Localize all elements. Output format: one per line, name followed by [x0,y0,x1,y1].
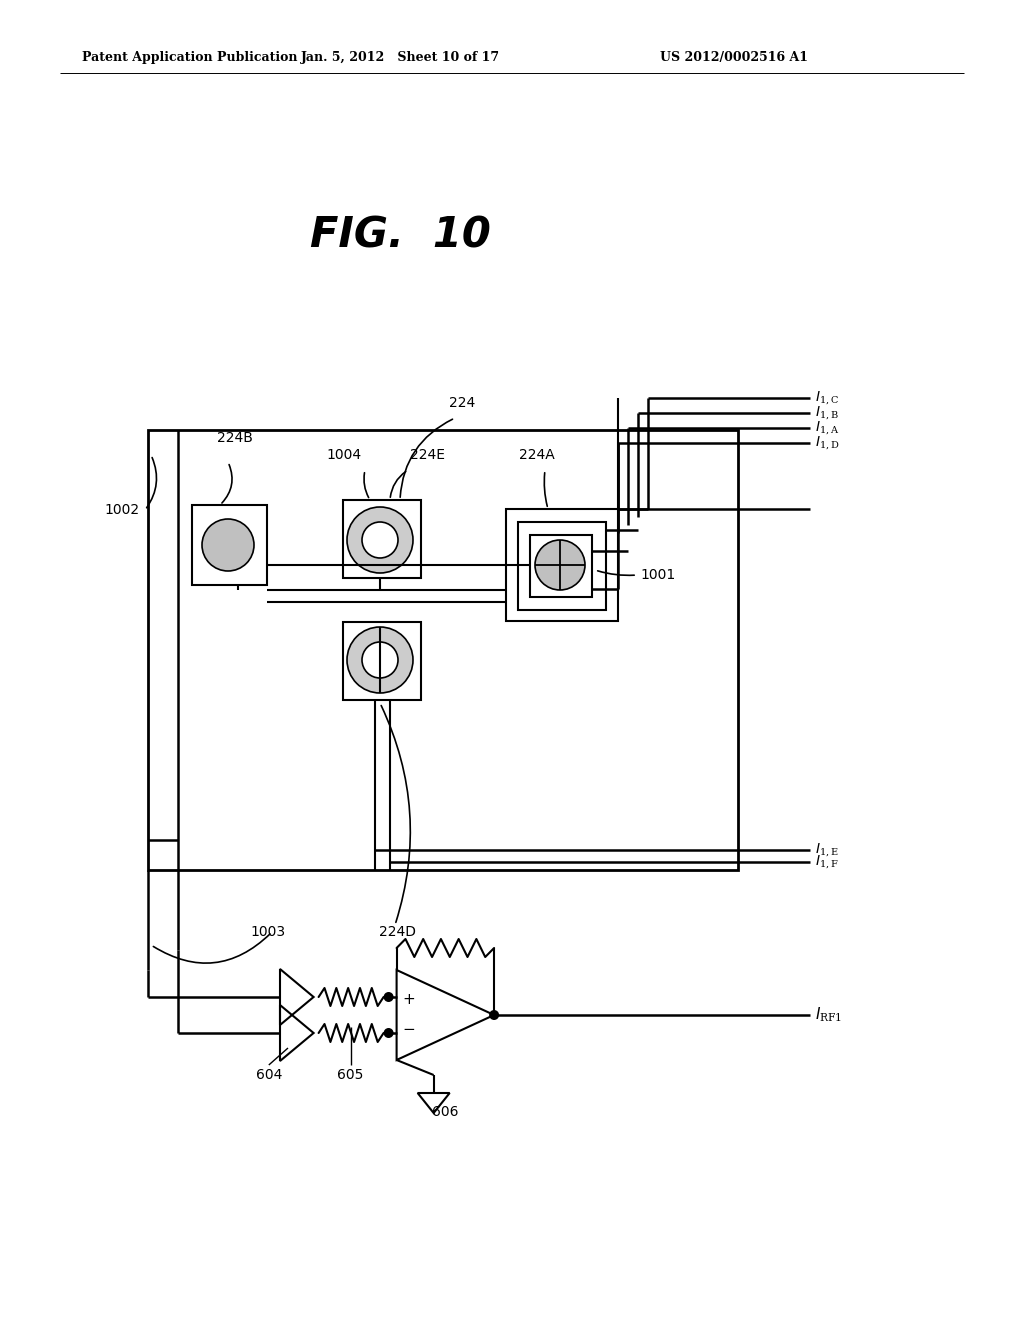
Text: $I_{\mathregular{1,B}}$: $I_{\mathregular{1,B}}$ [815,404,839,422]
Circle shape [384,993,393,1002]
Bar [148,430,738,870]
Text: 1002: 1002 [104,503,140,517]
Text: 224A: 224A [519,447,555,462]
Text: −: − [402,1023,415,1038]
Text: 1004: 1004 [327,447,362,462]
Text: 606: 606 [432,1105,459,1119]
Circle shape [362,521,398,558]
Bar [193,506,267,585]
Text: 604: 604 [256,1068,282,1082]
Text: US 2012/0002516 A1: US 2012/0002516 A1 [660,50,808,63]
Text: $I_{\mathregular{1,C}}$: $I_{\mathregular{1,C}}$ [815,389,839,407]
Text: 1001: 1001 [640,568,675,582]
Text: $I_{\mathregular{RF1}}$: $I_{\mathregular{RF1}}$ [815,1006,843,1024]
Text: Patent Application Publication: Patent Application Publication [82,50,298,63]
Text: 1003: 1003 [251,925,286,939]
Circle shape [347,627,413,693]
Circle shape [384,1028,393,1038]
Circle shape [347,507,413,573]
Text: 224: 224 [449,396,475,411]
Text: $I_{\mathregular{1,D}}$: $I_{\mathregular{1,D}}$ [815,434,840,451]
Bar [530,535,592,597]
Text: 224E: 224E [410,447,445,462]
Text: 224D: 224D [380,925,417,939]
Circle shape [362,642,398,678]
Text: $I_{\mathregular{1,E}}$: $I_{\mathregular{1,E}}$ [815,841,839,859]
Bar [343,500,421,578]
Text: FIG.  10: FIG. 10 [309,214,490,256]
Circle shape [535,540,585,590]
Text: +: + [402,993,415,1007]
Text: $I_{\mathregular{1,A}}$: $I_{\mathregular{1,A}}$ [815,420,840,437]
Text: 605: 605 [338,1068,364,1082]
Circle shape [202,519,254,572]
Circle shape [489,1010,499,1020]
Text: $I_{\mathregular{1,F}}$: $I_{\mathregular{1,F}}$ [815,853,839,871]
Text: Jan. 5, 2012   Sheet 10 of 17: Jan. 5, 2012 Sheet 10 of 17 [300,50,500,63]
Bar [506,510,618,620]
Bar [343,622,421,700]
Bar [518,521,606,610]
Text: 224B: 224B [217,432,253,445]
